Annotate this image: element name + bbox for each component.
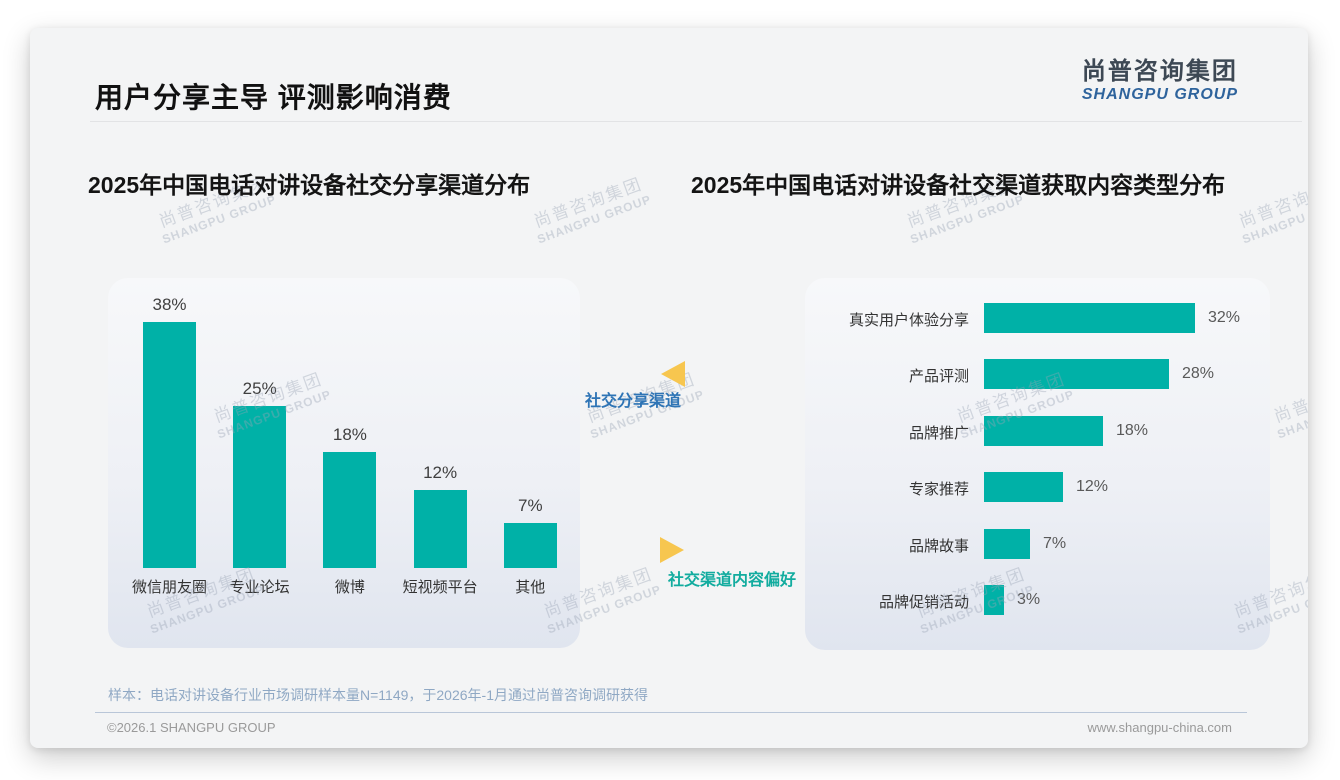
arrow-right-icon — [660, 537, 684, 563]
hbar-专家推荐 — [984, 472, 1063, 503]
brand-logo-en: SHANGPU GROUP — [1081, 85, 1238, 103]
right-chart-title: 2025年中国电话对讲设备社交渠道获取内容类型分布 — [691, 172, 1226, 198]
hbar-value-label: 28% — [1182, 365, 1215, 383]
page-title: 用户分享主导 评测影响消费 — [95, 82, 452, 113]
vbar-其他 — [503, 523, 557, 568]
vbar-value-label: 7% — [518, 496, 543, 515]
vbar-value-label: 18% — [332, 425, 367, 444]
hbar-category-label: 品牌推广 — [908, 424, 969, 442]
vbar-value-label: 38% — [152, 295, 187, 314]
left-chart-title: 2025年中国电话对讲设备社交分享渠道分布 — [88, 172, 531, 198]
hbar-category-label: 品牌故事 — [908, 537, 969, 555]
hbar-品牌促销活动 — [984, 585, 1004, 615]
vbar-category-label: 短视频平台 — [402, 579, 478, 596]
vbar-category-label: 微信朋友圈 — [131, 579, 207, 596]
right-chart-panel: 真实用户体验分享 32% 产品评测 28% 品牌推广 18% 专家推荐 12% 品牌故事 7% 品牌… — [805, 278, 1270, 650]
hbar-真实用户体验分享 — [984, 303, 1195, 333]
footer-copyright: ©2026.1 SHANGPU GROUP — [107, 720, 276, 735]
vbar-专业论坛 — [233, 406, 287, 568]
hbar-value-label: 3% — [1017, 591, 1041, 608]
hbar-value-label: 18% — [1116, 421, 1149, 439]
header-divider — [90, 121, 1302, 122]
hbar-value-label: 32% — [1208, 309, 1241, 326]
vbar-value-label: 25% — [242, 379, 277, 398]
share-channel-label: 社交分享渠道 — [585, 393, 682, 410]
footer-website: www.shangpu-china.com — [1087, 720, 1232, 735]
brand-logo: 尚普咨询集团 SHANGPU GROUP — [1082, 58, 1238, 104]
vbar-微信朋友圈 — [143, 322, 196, 568]
vbar-短视频平台 — [413, 490, 467, 568]
hbar-品牌故事 — [984, 528, 1030, 559]
hbar-value-label: 12% — [1076, 478, 1109, 496]
left-chart-panel: 38% 微信朋友圈 25% 专业论坛 18% 微博 12% 短视频平台 7% 其他 — [108, 278, 580, 648]
vbar-微博 — [323, 452, 377, 568]
hbar-category-label: 产品评测 — [908, 368, 969, 386]
hbar-category-label: 专家推荐 — [908, 481, 969, 499]
content-pref-label: 社交渠道内容偏好 — [668, 572, 797, 589]
hbar-品牌推广 — [984, 415, 1103, 446]
hbar-产品评测 — [984, 359, 1169, 390]
hbar-value-label: 7% — [1043, 534, 1067, 552]
sample-note: 样本：电话对讲设备行业市场调研样本量N=1149，于2026年-1月通过尚普咨询… — [108, 687, 648, 703]
hbar-category-label: 品牌促销活动 — [878, 594, 969, 611]
hbar-category-label: 真实用户体验分享 — [848, 312, 969, 329]
vbar-category-label: 专业论坛 — [229, 579, 290, 596]
arrow-left-icon — [661, 361, 685, 387]
brand-logo-cn: 尚普咨询集团 — [1081, 58, 1238, 85]
vbar-category-label: 微博 — [334, 579, 365, 596]
vbar-value-label: 12% — [423, 463, 458, 482]
vbar-category-label: 其他 — [515, 579, 546, 596]
footer-divider — [95, 712, 1247, 713]
slide-card: 用户分享主导 评测影响消费 尚普咨询集团 SHANGPU GROUP 2025年… — [30, 28, 1308, 748]
